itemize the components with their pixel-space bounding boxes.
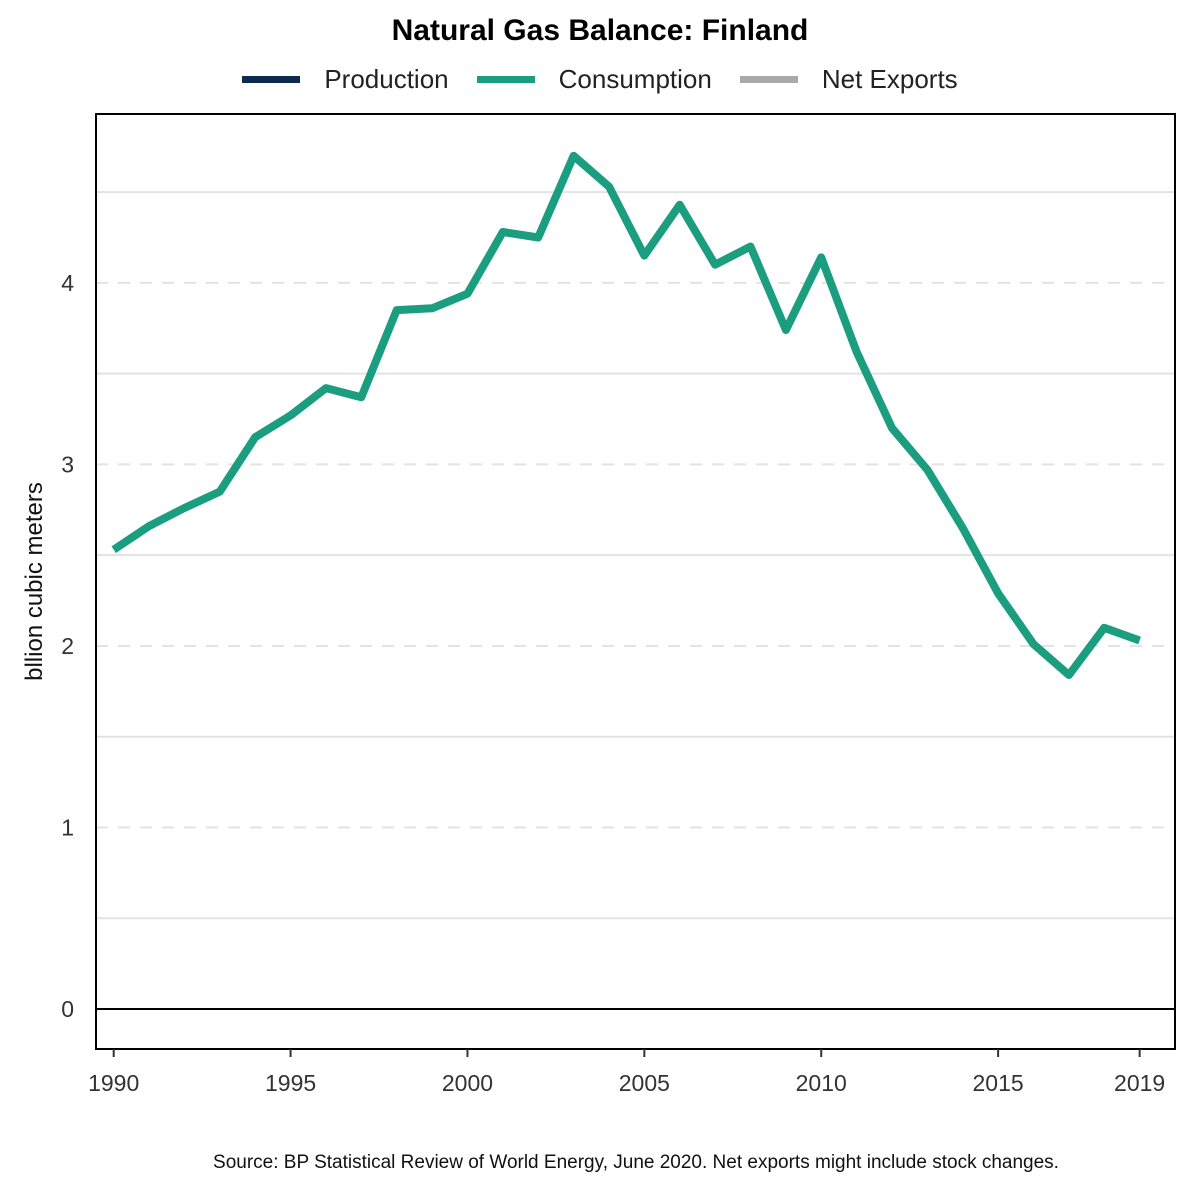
- x-tick-label: 2010: [796, 1070, 847, 1096]
- x-tick-label: 2015: [973, 1070, 1024, 1096]
- legend-label-net-exports: Net Exports: [821, 64, 958, 94]
- legend-swatch-net-exports: [739, 76, 798, 83]
- series-lines: [111, 151, 1141, 679]
- grid-lines: [96, 191, 1175, 920]
- legend-label-consumption: Consumption: [558, 64, 712, 94]
- legend: Production Consumption Net Exports: [0, 64, 1200, 95]
- y-tick-label: 3: [61, 451, 74, 477]
- plot-frame: [95, 113, 1176, 1050]
- x-tick-label: 1990: [88, 1070, 139, 1096]
- x-tick-label: 2019: [1114, 1070, 1165, 1096]
- y-tick-label: 0: [61, 996, 74, 1022]
- chart-title: Natural Gas Balance: Finland: [391, 14, 809, 47]
- series-line-consumption: [111, 151, 1141, 679]
- x-tick-label: 2005: [619, 1070, 670, 1096]
- y-tick-label: 4: [61, 270, 74, 296]
- y-tick-label: 1: [61, 815, 74, 841]
- source-note: Source: BP Statistical Review of World E…: [213, 1152, 1059, 1173]
- x-axis-ticks: 1990 1995 2000 2005 2010 2015 2019: [88, 1049, 1165, 1096]
- x-tick-label: 2000: [442, 1070, 493, 1096]
- y-axis-ticks: 0 1 2 3 4: [61, 270, 74, 1022]
- legend-item-production: Production: [242, 64, 449, 95]
- y-axis-title: bllion cubic meters: [21, 482, 48, 681]
- legend-item-consumption: Consumption: [476, 64, 712, 95]
- x-tick-label: 1995: [265, 1070, 316, 1096]
- legend-item-net-exports: Net Exports: [739, 64, 958, 95]
- legend-label-production: Production: [324, 64, 449, 94]
- legend-swatch-production: [242, 76, 301, 83]
- y-tick-label: 2: [61, 633, 74, 659]
- legend-swatch-consumption: [476, 76, 535, 83]
